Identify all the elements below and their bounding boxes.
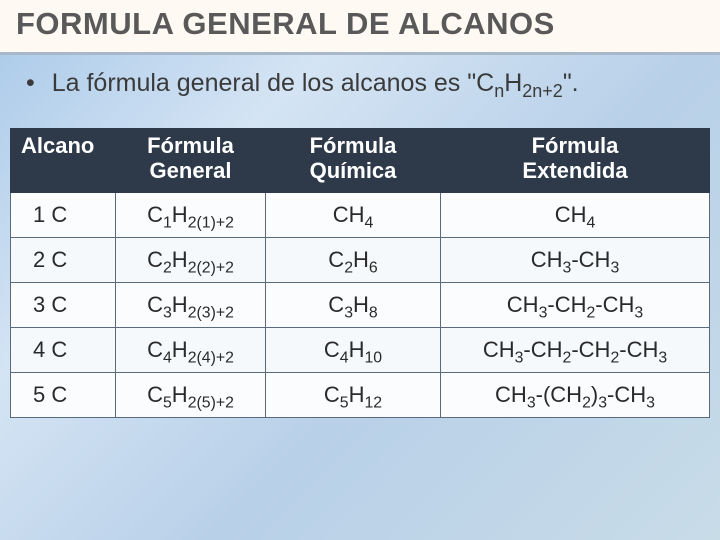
cell-formula-general: C4H2(4)+2 [116,327,266,372]
col-header-formula-general: Fórmula General [116,129,266,193]
table-header-row: Alcano Fórmula General Fórmula Química F… [11,129,710,193]
title-bar: FORMULA GENERAL DE ALCANOS [0,0,720,55]
bullet-text-prefix: La fórmula general de los alcanos es "C [52,69,494,97]
bullet-sub-2n2: 2n+2 [522,81,563,101]
bullet-sub-n: n [494,81,504,101]
table-row: 2 CC2H2(2)+2C2H6CH3-CH3 [11,237,710,282]
header-text: Alcano [21,133,105,158]
table-body: 1 CC1H2(1)+2CH4CH42 CC2H2(2)+2C2H6CH3-CH… [11,192,710,417]
cell-formula-general: C3H2(3)+2 [116,282,266,327]
table-row: 4 CC4H2(4)+2C4H10CH3-CH2-CH2-CH3 [11,327,710,372]
cell-formula-general: C2H2(2)+2 [116,237,266,282]
header-text: General [126,158,255,183]
col-header-alcano: Alcano [11,129,116,193]
bullet-dot: • [26,69,35,97]
header-text: Fórmula [451,133,699,158]
cell-formula-extendida: CH3-CH3 [441,237,710,282]
bullet-text-suffix: ". [563,69,579,97]
cell-alcano: 1 C [11,192,116,237]
table-row: 3 CC3H2(3)+2C3H8CH3-CH2-CH3 [11,282,710,327]
col-header-formula-quimica: Fórmula Química [266,129,441,193]
cell-alcano: 5 C [11,372,116,417]
alkanes-table: Alcano Fórmula General Fórmula Química F… [10,128,710,418]
header-text: Fórmula [126,133,255,158]
cell-formula-general: C5H2(5)+2 [116,372,266,417]
cell-formula-extendida: CH3-(CH2)3-CH3 [441,372,710,417]
header-text: Extendida [451,158,699,183]
slide-title: FORMULA GENERAL DE ALCANOS [16,6,704,42]
cell-formula-quimica: C4H10 [266,327,441,372]
cell-formula-extendida: CH3-CH2-CH2-CH3 [441,327,710,372]
cell-alcano: 3 C [11,282,116,327]
table-row: 1 CC1H2(1)+2CH4CH4 [11,192,710,237]
cell-alcano: 2 C [11,237,116,282]
table-row: 5 CC5H2(5)+2C5H12CH3-(CH2)3-CH3 [11,372,710,417]
bullet-line: • La fórmula general de los alcanos es "… [0,55,720,106]
cell-formula-quimica: C2H6 [266,237,441,282]
cell-formula-quimica: CH4 [266,192,441,237]
cell-alcano: 4 C [11,327,116,372]
header-text: Fórmula [276,133,430,158]
col-header-formula-extendida: Fórmula Extendida [441,129,710,193]
bullet-text-mid: H [504,69,522,97]
cell-formula-quimica: C3H8 [266,282,441,327]
cell-formula-extendida: CH4 [441,192,710,237]
header-text: Química [276,158,430,183]
cell-formula-extendida: CH3-CH2-CH3 [441,282,710,327]
cell-formula-general: C1H2(1)+2 [116,192,266,237]
cell-formula-quimica: C5H12 [266,372,441,417]
